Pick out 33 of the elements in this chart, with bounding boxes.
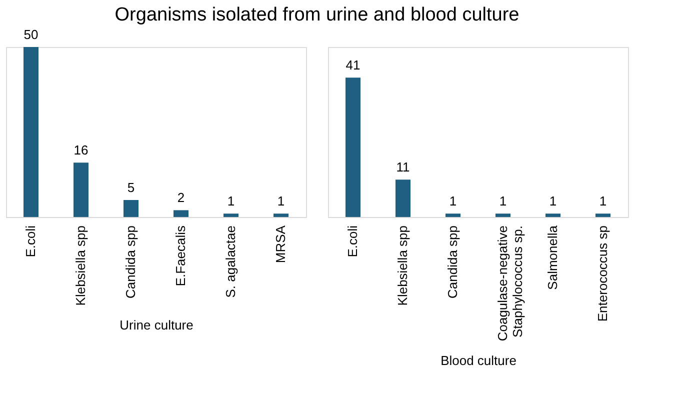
- data-label: 1: [277, 194, 285, 209]
- bar: [24, 47, 38, 217]
- x-tick-label: Klebsiella spp: [73, 226, 88, 306]
- data-label: 11: [396, 160, 410, 175]
- x-tick-label: E.coli: [345, 225, 360, 258]
- x-tick-label: MRSA: [273, 225, 288, 264]
- data-label: 1: [599, 194, 607, 209]
- bar: [224, 214, 238, 217]
- data-label: 1: [499, 194, 507, 209]
- data-label: 16: [74, 142, 88, 158]
- x-tick-label: S. agalactae: [223, 226, 238, 298]
- data-label: 41: [346, 58, 360, 73]
- data-label: 2: [177, 190, 185, 206]
- x-tick-label: Candida spp: [445, 226, 460, 298]
- x-tick-label: Coagulase-negative Staphylococcus sp.: [495, 226, 525, 342]
- data-label: 5: [127, 180, 135, 195]
- x-tick-label: Salmonella: [545, 224, 560, 290]
- x-tick-label: Klebsiella spp: [395, 226, 410, 306]
- data-label: 1: [549, 194, 557, 209]
- x-axis-title: Urine culture: [120, 318, 194, 333]
- data-label: 1: [227, 194, 235, 209]
- bar: [174, 210, 188, 217]
- x-tick-label: E.Faecalis: [173, 225, 188, 286]
- x-tick-label: Enterococcus sp: [595, 226, 610, 322]
- x-axis-title: Blood culture: [440, 353, 516, 368]
- bar: [124, 200, 138, 217]
- bar: [274, 214, 288, 217]
- chart-title: Organisms isolated from urine and blood culture: [114, 4, 520, 26]
- bar: [74, 162, 88, 217]
- x-tick-label: Candida spp: [123, 226, 138, 298]
- data-label: 50: [24, 27, 38, 42]
- data-label: 1: [449, 194, 457, 209]
- x-tick-label: E.coli: [23, 225, 38, 258]
